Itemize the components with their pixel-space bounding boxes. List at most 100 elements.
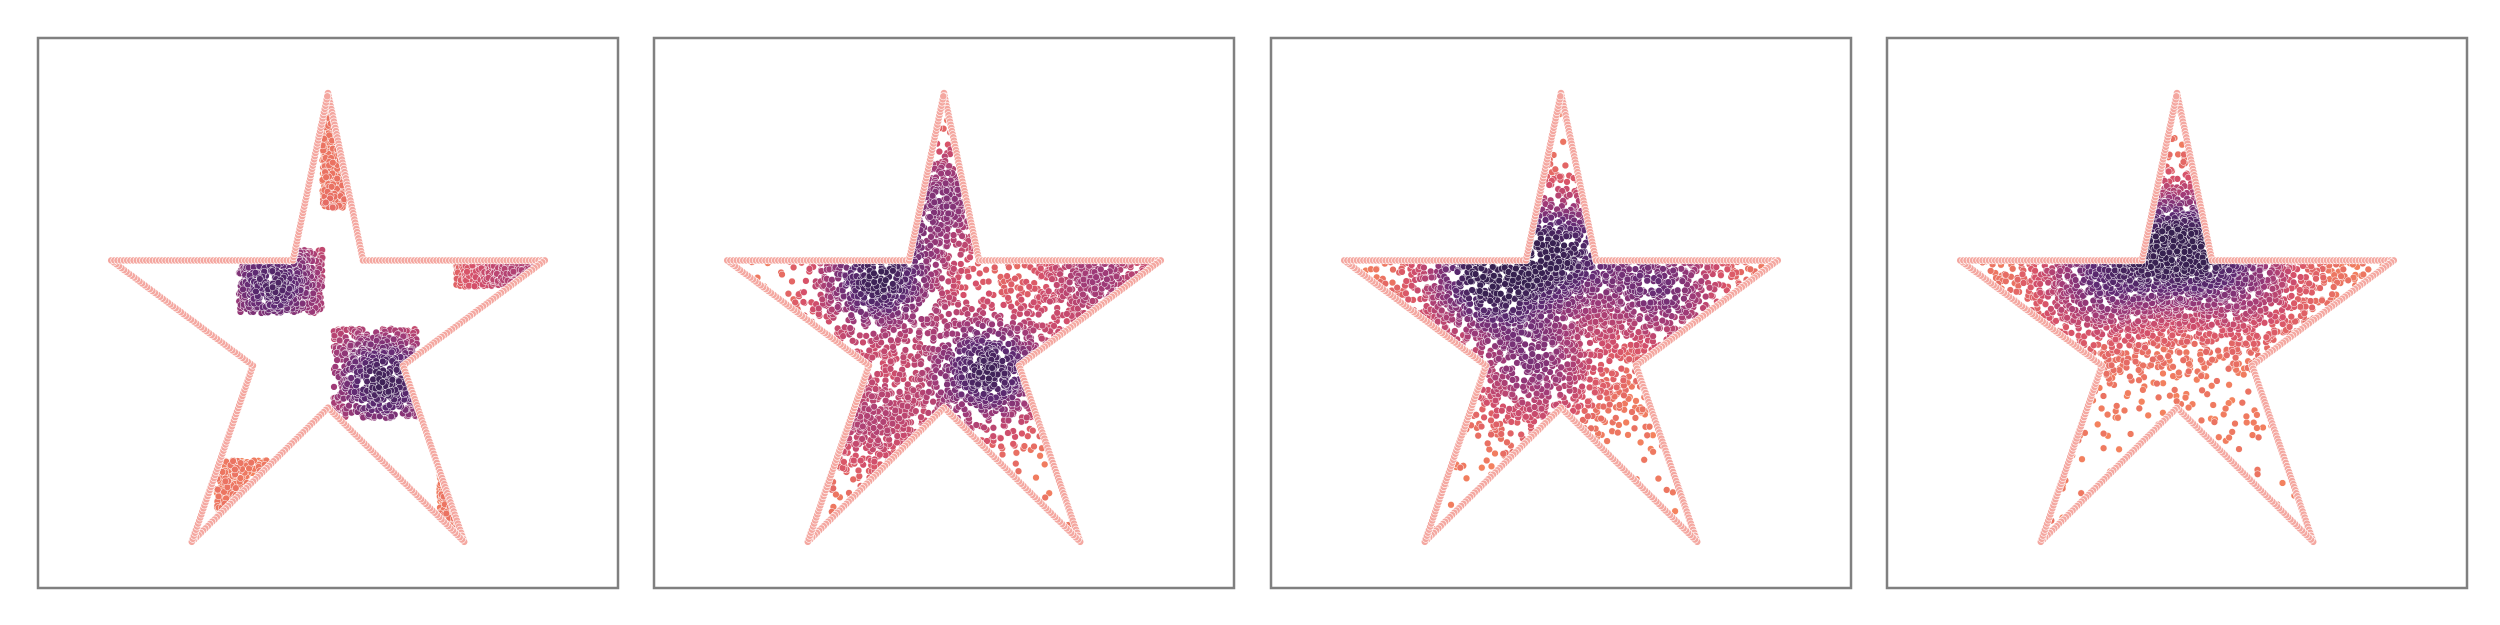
- scatter-point: [1034, 310, 1043, 319]
- scatter-point: [367, 340, 375, 349]
- scatter-point: [868, 378, 876, 387]
- scatter-point: [893, 438, 901, 447]
- scatter-point: [788, 277, 796, 286]
- scatter-point: [991, 263, 999, 272]
- scatter-point: [784, 290, 793, 298]
- scatter-point: [1004, 294, 1012, 302]
- scatter-point: [915, 328, 923, 336]
- scatter-point: [1048, 275, 1056, 283]
- scatter-point: [828, 276, 836, 284]
- scatter-point: [935, 147, 944, 156]
- scatter-point: [927, 233, 935, 241]
- scatter-point: [847, 311, 855, 319]
- scatter-point: [945, 293, 953, 302]
- scatter-point: [1053, 309, 1061, 317]
- scatter-point: [1012, 449, 1021, 457]
- scatter-point: [972, 279, 980, 288]
- scatter-point: [1003, 272, 1011, 280]
- scatter-point: [941, 303, 949, 311]
- scatter-point: [909, 312, 917, 320]
- scatter-point: [1004, 429, 1012, 437]
- scatter-point: [997, 442, 1005, 451]
- scatter-point: [862, 332, 870, 340]
- scatter-point: [1007, 286, 1015, 295]
- scatter-point: [1046, 297, 1054, 306]
- scatter-point: [983, 297, 992, 306]
- scatter-point: [901, 346, 910, 354]
- scatter-point: [341, 349, 349, 358]
- scatter-point: [1097, 265, 1105, 273]
- scatter-point: [1045, 287, 1053, 295]
- scatter-point: [964, 273, 973, 281]
- scatter-point: [918, 369, 926, 377]
- scatter-point: [1036, 452, 1044, 460]
- scatter-point: [958, 232, 966, 240]
- scatter-point: [996, 320, 1004, 328]
- scatter-point: [1013, 324, 1022, 333]
- scatter-point: [1023, 413, 1031, 422]
- scatter-point: [890, 326, 898, 334]
- scatter-point: [870, 457, 878, 466]
- scatter-point: [854, 466, 863, 475]
- scatter-point: [388, 376, 396, 384]
- scatter-point: [957, 267, 965, 275]
- scatter-point: [880, 347, 888, 355]
- scatter-point: [997, 434, 1005, 442]
- scatter-point: [873, 370, 881, 378]
- scatter-point: [369, 375, 377, 384]
- scatter-point: [1092, 273, 1100, 281]
- scatter-point: [961, 241, 969, 249]
- scatter-point: [470, 282, 479, 290]
- scatter-point: [932, 261, 940, 269]
- scatter-point: [926, 242, 934, 250]
- scatter-point: [229, 457, 237, 465]
- scatter-point: [1065, 278, 1074, 286]
- scatter-point: [298, 299, 307, 308]
- scatter-point: [350, 388, 359, 396]
- scatter-point: [333, 356, 341, 364]
- scatter-point: [989, 432, 997, 440]
- scatter-point: [887, 357, 895, 366]
- scatter-point: [252, 287, 260, 296]
- scatter-point: [942, 179, 950, 187]
- scatter-point: [944, 169, 952, 177]
- scatter-point: [869, 330, 878, 338]
- scatter-point: [1103, 275, 1111, 284]
- scatter-point: [1091, 284, 1099, 293]
- scatter-point: [904, 393, 912, 401]
- scatter-point: [353, 377, 361, 385]
- scatter-point: [463, 268, 471, 276]
- scatter-point: [322, 198, 330, 207]
- scatter-point: [917, 413, 925, 421]
- scatter-point: [976, 269, 984, 278]
- scatter-point: [849, 337, 857, 345]
- scatter-point: [917, 360, 925, 368]
- scatter-point: [925, 388, 933, 396]
- scatter-point: [932, 307, 940, 315]
- scatter-point: [1018, 429, 1026, 438]
- scatter-point: [883, 426, 892, 435]
- scatter-point: [998, 450, 1007, 459]
- scatter-point: [789, 263, 798, 272]
- scatter-point: [1030, 442, 1038, 451]
- scatter-point: [1029, 427, 1037, 435]
- scatter-point: [937, 169, 945, 178]
- scatter-point: [920, 276, 928, 284]
- scatter-point: [889, 343, 897, 351]
- scatter-point: [999, 301, 1008, 309]
- scatter-point: [278, 286, 287, 295]
- scatter-point: [231, 465, 239, 474]
- scatter-point: [909, 386, 917, 394]
- scatter-point: [1038, 334, 1046, 343]
- scatter-point: [912, 407, 920, 415]
- scatter-point: [949, 231, 958, 239]
- scatter-point: [929, 334, 938, 342]
- scatter-point: [1020, 400, 1028, 408]
- scatter-point: [834, 303, 842, 311]
- scatter-point: [214, 486, 222, 494]
- scatter-point: [1063, 310, 1071, 318]
- scatter-point: [379, 357, 387, 366]
- scatter-point: [950, 265, 958, 273]
- scatter-point: [879, 418, 887, 426]
